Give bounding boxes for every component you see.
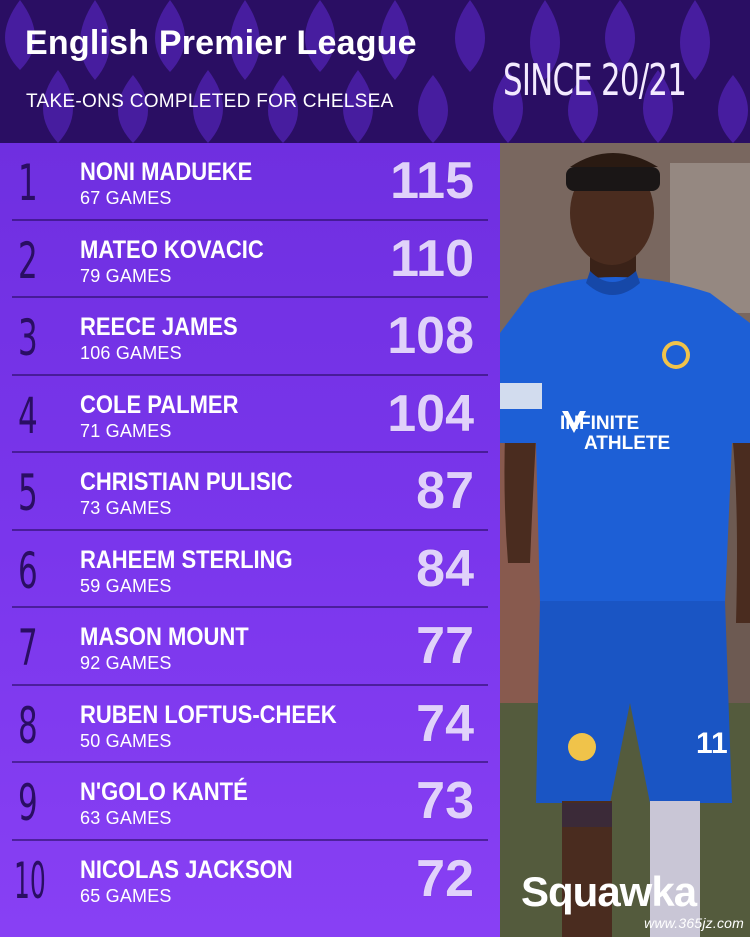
rank-number: 9 (18, 774, 38, 832)
ranking-row: 8 RUBEN LOFTUS-CHEEK 50 GAMES 74 (0, 686, 500, 763)
player-name: NICOLAS JACKSON (80, 855, 293, 884)
ranking-row: 9 N'GOLO KANTÉ 63 GAMES 73 (0, 763, 500, 841)
rank-number: 7 (18, 619, 38, 677)
ranking-row: 6 RAHEEM STERLING 59 GAMES 84 (0, 531, 500, 608)
rank-number: 5 (18, 464, 38, 522)
games-count: 65 GAMES (80, 885, 172, 906)
games-count: 59 GAMES (80, 575, 172, 596)
take-ons-value: 115 (390, 152, 474, 210)
take-ons-value: 110 (390, 229, 474, 288)
player-name: CHRISTIAN PULISIC (80, 468, 293, 496)
shirt-number: 11 (696, 727, 728, 760)
row-divider (12, 528, 488, 531)
ranking-row: 2 MATEO KOVACIC 79 GAMES 110 (0, 221, 500, 298)
ranking-row: 7 MASON MOUNT 92 GAMES 77 (0, 608, 500, 686)
take-ons-value: 77 (416, 617, 474, 675)
period-label: SINCE 20/21 (503, 55, 687, 106)
rank-number: 8 (18, 696, 38, 755)
row-divider (12, 373, 488, 376)
games-count: 73 GAMES (80, 498, 172, 518)
row-divider (12, 838, 488, 841)
ranking-row: 1 NONI MADUEKE 67 GAMES 115 (0, 143, 500, 221)
row-divider (12, 606, 488, 608)
rank-number: 2 (18, 231, 38, 290)
header-band: English Premier League TAKE-ONS COMPLETE… (0, 0, 750, 143)
player-figure: INFINITE ATHLETE 11 (500, 143, 750, 937)
row-divider (12, 451, 488, 453)
player-name: NONI MADUEKE (80, 158, 253, 186)
take-ons-value: 87 (416, 462, 474, 520)
row-divider (12, 683, 488, 686)
ranking-row: 3 REECE JAMES 106 GAMES 108 (0, 298, 500, 376)
player-name: MASON MOUNT (80, 623, 249, 651)
take-ons-value: 104 (387, 384, 474, 443)
player-name: N'GOLO KANTÉ (80, 778, 248, 806)
games-count: 106 GAMES (80, 343, 182, 363)
take-ons-value: 84 (416, 539, 474, 598)
player-name: RUBEN LOFTUS-CHEEK (80, 700, 337, 729)
games-count: 71 GAMES (80, 420, 172, 441)
games-count: 63 GAMES (80, 808, 172, 828)
games-count: 50 GAMES (80, 730, 172, 751)
header-pattern (5, 0, 748, 143)
rank-number: 3 (18, 309, 38, 367)
take-ons-value: 74 (416, 694, 474, 753)
rank-number: 4 (18, 386, 38, 445)
player-name: REECE JAMES (80, 313, 238, 341)
player-name: RAHEEM STERLING (80, 545, 293, 574)
rank-number: 1 (18, 154, 38, 212)
watermark: www.365jz.com (644, 915, 744, 931)
sponsor-line2: ATHLETE (584, 433, 670, 454)
page-subtitle: TAKE-ONS COMPLETED FOR CHELSEA (26, 91, 394, 112)
take-ons-value: 72 (416, 849, 474, 908)
ranking-row: 5 CHRISTIAN PULISIC 73 GAMES 87 (0, 453, 500, 531)
page-title: English Premier League (25, 24, 417, 62)
games-count: 67 GAMES (80, 188, 172, 208)
squawka-logo: Squawka (521, 868, 697, 915)
row-divider (12, 218, 488, 221)
row-divider (12, 761, 488, 763)
take-ons-value: 108 (387, 307, 474, 365)
games-count: 79 GAMES (80, 265, 172, 286)
rank-number: 10 (14, 851, 46, 910)
ranking-row: 4 COLE PALMER 71 GAMES 104 (0, 376, 500, 453)
player-name: MATEO KOVACIC (80, 235, 264, 264)
rank-number: 6 (18, 541, 38, 600)
take-ons-value: 73 (416, 772, 474, 830)
player-photo: INFINITE ATHLETE 11 (500, 143, 750, 937)
row-divider (12, 296, 488, 298)
ranking-row: 10 NICOLAS JACKSON 65 GAMES 72 (0, 841, 500, 919)
games-count: 92 GAMES (80, 653, 172, 673)
player-name: COLE PALMER (80, 390, 239, 419)
rankings-list: 1 NONI MADUEKE 67 GAMES 115 2 MATEO KOVA… (0, 143, 500, 937)
